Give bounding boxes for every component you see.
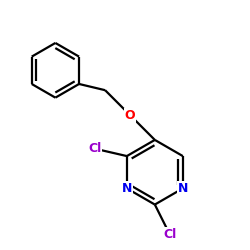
Text: N: N (178, 182, 188, 195)
Text: Cl: Cl (163, 228, 176, 241)
Text: O: O (125, 108, 135, 122)
Text: Cl: Cl (88, 142, 101, 155)
Text: N: N (122, 182, 132, 195)
